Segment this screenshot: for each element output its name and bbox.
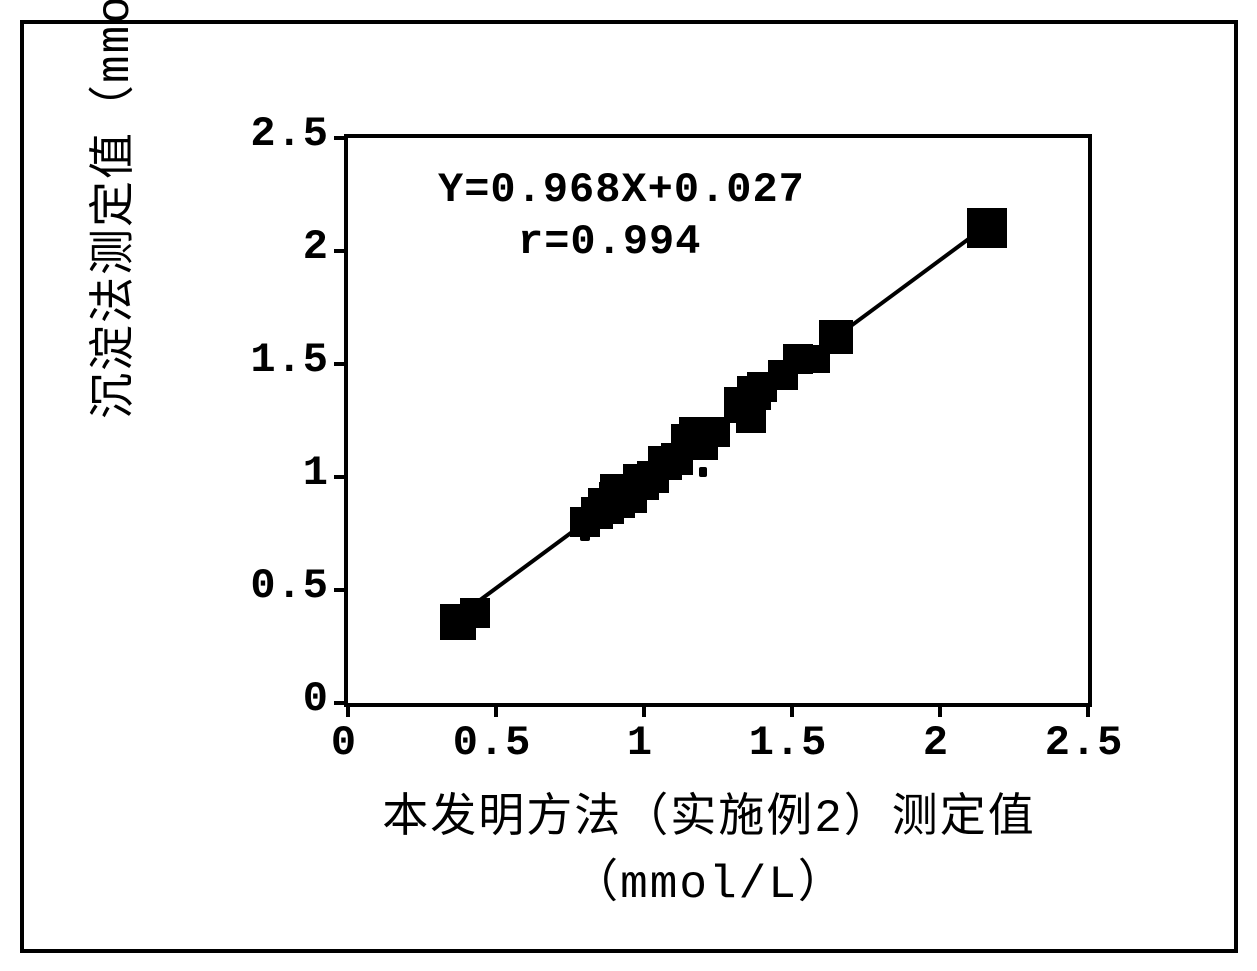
y-tick-label: 0.5 [239, 562, 329, 610]
x-tick-label: 0.5 [453, 719, 532, 767]
figure-outer-frame: 沉淀法测定值（mmol/L） Y=0.968X+0.027 r=0.994 本发… [20, 20, 1238, 953]
regression-equation: Y=0.968X+0.027 [438, 166, 805, 214]
y-tick-label: 2 [239, 223, 329, 271]
x-tick-label: 2.5 [1045, 719, 1124, 767]
plot-area: Y=0.968X+0.027 r=0.994 [344, 134, 1092, 707]
x-axis-label: 本发明方法（实施例2）测定值（mmol/L） [259, 779, 1159, 911]
x-tick [346, 703, 350, 717]
x-tick [790, 703, 794, 717]
x-tick [938, 703, 942, 717]
scan-artifact [580, 535, 590, 541]
y-tick [334, 475, 348, 479]
chart-container: 沉淀法测定值（mmol/L） Y=0.968X+0.027 r=0.994 本发… [139, 119, 1139, 879]
scan-artifact [699, 467, 707, 477]
y-tick-label: 1.5 [239, 336, 329, 384]
y-tick [334, 588, 348, 592]
x-tick [494, 703, 498, 717]
y-tick-label: 1 [239, 449, 329, 497]
y-tick [334, 136, 348, 140]
y-axis-label: 沉淀法测定值（mmol/L） [76, 0, 142, 419]
data-point [967, 208, 1007, 248]
y-tick [334, 249, 348, 253]
y-tick [334, 362, 348, 366]
x-tick [642, 703, 646, 717]
y-tick-label: 0 [239, 675, 329, 723]
data-point [460, 598, 490, 628]
x-tick [1086, 703, 1090, 717]
y-tick [334, 701, 348, 705]
x-tick-label: 0 [331, 719, 357, 767]
correlation-coefficient: r=0.994 [518, 218, 701, 266]
x-tick-label: 2 [923, 719, 949, 767]
x-tick-label: 1 [627, 719, 653, 767]
data-point [819, 320, 853, 354]
x-tick-label: 1.5 [749, 719, 828, 767]
y-tick-label: 2.5 [239, 110, 329, 158]
